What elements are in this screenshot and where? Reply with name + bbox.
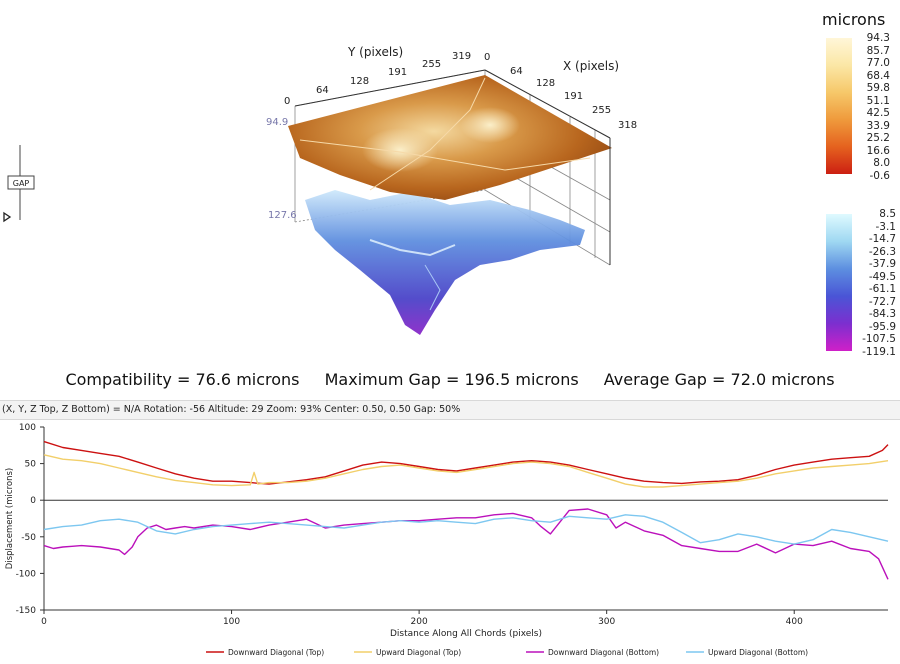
cb-top-label: -0.6 [869, 169, 891, 182]
series-line-0 [43, 440, 889, 485]
status-bar: (X, Y, Z Top, Z Bottom) = N/A Rotation: … [0, 400, 900, 420]
x-tick-4: 255 [592, 105, 611, 116]
cb-bottom-label: 8.5 [879, 208, 896, 220]
z-top-label: 94.9 [266, 117, 288, 128]
colorbar-top [826, 38, 852, 174]
legend-label: Downward Diagonal (Top) [228, 648, 324, 657]
colorbar-top-labels: 94.3 85.7 77.0 68.4 59.8 51.1 42.5 33.9 … [846, 32, 891, 182]
front-axes [294, 69, 611, 265]
y-tick-3: 191 [388, 67, 407, 78]
x-tick-2: 128 [536, 78, 555, 89]
x-axis-title: X (pixels) [563, 59, 619, 73]
x-tick-3: 191 [564, 91, 583, 102]
x-tick-5: 318 [618, 120, 637, 131]
cb-bottom-label: -72.7 [868, 295, 896, 308]
cb-bottom-label: -14.7 [868, 233, 896, 245]
x-tick-labels: 0 64 128 191 255 318 [484, 52, 637, 131]
play-arrow-icon[interactable] [3, 211, 12, 223]
cb-bottom-label: -84.3 [868, 308, 896, 320]
x-tick-label: 100 [223, 617, 240, 627]
x-tick-label: 200 [411, 617, 428, 627]
cb-top-label: 33.9 [866, 119, 890, 132]
gap-slider[interactable]: GAP [0, 140, 40, 240]
y-tick-label: -100 [16, 569, 37, 579]
compatibility-value: Compatibility = 76.6 microns [65, 370, 300, 389]
colorbar-bottom-labels: 8.5 -3.1 -14.7 -26.3 -37.9 -49.5 -61.1 -… [852, 208, 897, 358]
cb-bottom-label: -49.5 [868, 270, 896, 283]
series-line-2 [43, 508, 889, 580]
cb-top-label: 25.2 [866, 132, 890, 144]
cb-top-label: 68.4 [866, 69, 890, 82]
cb-top-label: 8.0 [873, 157, 890, 169]
cb-top-label: 42.5 [866, 107, 890, 119]
legend-label: Upward Diagonal (Top) [376, 648, 461, 657]
cb-top-label: 85.7 [866, 44, 890, 57]
displacement-chart: -150 -100 -50 0 50 100 0 100 200 300 400 Distance A… [5, 423, 889, 657]
y-tick-label: -150 [16, 606, 37, 616]
y-tick-labels: 0 64 128 191 255 319 [284, 51, 471, 107]
y-tick-0: 0 [284, 96, 290, 107]
max-gap-value: Maximum Gap = 196.5 microns [324, 370, 579, 389]
summary-line: Compatibility = 76.6 microns Maximum Gap… [0, 370, 900, 389]
series-line-1 [43, 454, 889, 488]
x-tick-label: 0 [41, 617, 47, 627]
y-tick-label: -50 [21, 533, 36, 543]
cb-bottom-label: -107.5 [862, 333, 896, 345]
cb-top-label: 94.3 [866, 32, 890, 44]
surface-3d-view[interactable]: Y (pixels) X (pixels) 0 64 128 191 255 3… [240, 40, 640, 340]
legend-label: Downward Diagonal (Bottom) [548, 648, 659, 657]
y-axis-title: Y (pixels) [347, 45, 403, 59]
x-axis-title: Distance Along All Chords (pixels) [390, 629, 542, 639]
cb-top-label: 51.1 [866, 94, 890, 107]
cb-bottom-label: -119.1 [862, 345, 896, 358]
x-tick-1: 64 [510, 66, 523, 77]
legend-label: Upward Diagonal (Bottom) [708, 648, 808, 657]
y-tick-2: 128 [350, 76, 369, 87]
cb-bottom-label: -3.1 [875, 220, 897, 233]
gap-label: GAP [13, 179, 30, 188]
series-line-3 [43, 514, 889, 545]
bottom-surface [305, 190, 585, 335]
avg-gap-value: Average Gap = 72.0 microns [603, 370, 835, 389]
cb-top-label: 59.8 [866, 82, 890, 94]
y-tick-label: 50 [25, 460, 37, 470]
cb-bottom-label: -26.3 [868, 245, 896, 258]
cb-top-label: 16.6 [866, 144, 890, 157]
x-tick-label: 300 [598, 617, 615, 627]
cb-bottom-label: -37.9 [868, 258, 896, 270]
cb-bottom-label: -61.1 [868, 283, 896, 295]
cb-top-label: 77.0 [866, 57, 890, 69]
gap-slider-handle[interactable] [7, 175, 35, 190]
colorbar-bottom [826, 214, 852, 351]
y-axis-title: Displacement (microns) [5, 468, 15, 569]
colorbar-title: microns [822, 10, 886, 29]
x-tick-0: 0 [484, 52, 490, 63]
y-tick-1: 64 [316, 85, 329, 96]
x-tick-label: 400 [786, 617, 803, 627]
y-tick-5: 319 [452, 51, 471, 62]
cb-bottom-label: -95.9 [868, 320, 896, 333]
y-tick-label: 100 [19, 423, 36, 433]
y-tick-4: 255 [422, 59, 441, 70]
y-tick-label: 0 [30, 496, 36, 506]
top-surface [288, 75, 612, 200]
z-bottom-label: 127.6 [268, 210, 297, 221]
